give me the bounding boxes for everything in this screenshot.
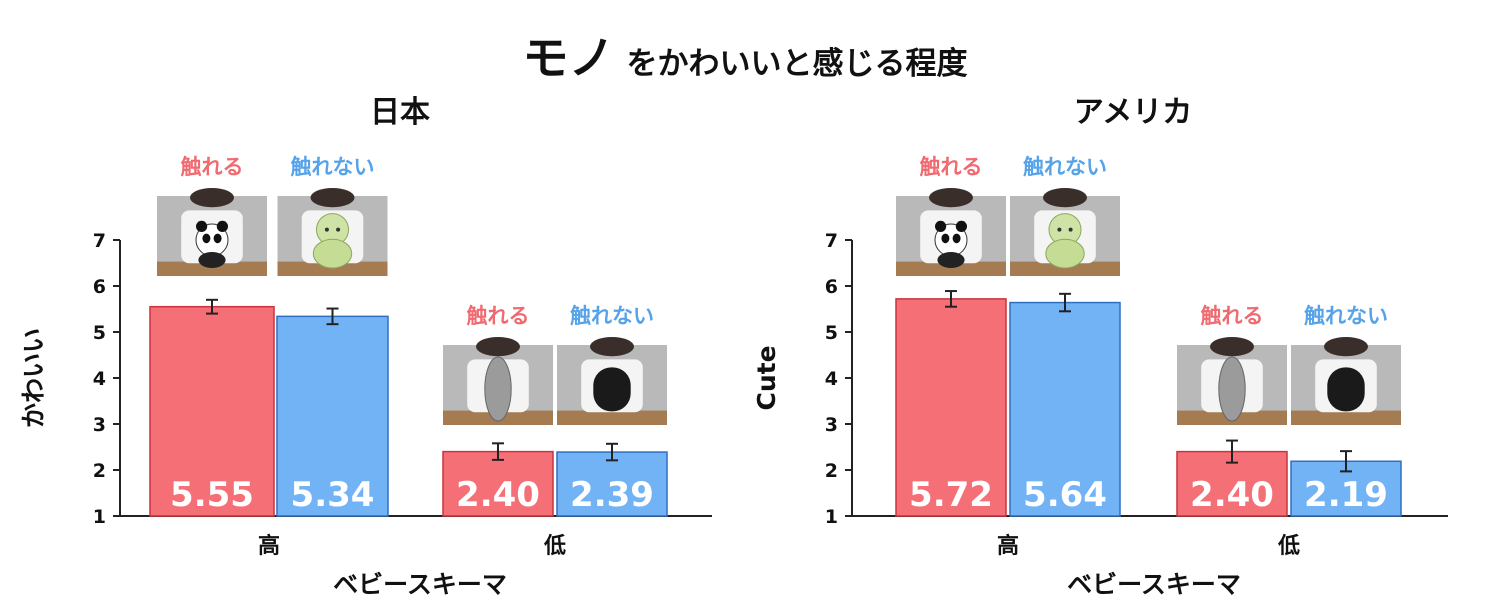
stimulus-photo-gray [443, 337, 553, 425]
y-tick-label: 2 [93, 460, 106, 482]
bar-value-label: 2.39 [570, 475, 654, 515]
y-axis-label: Cute [752, 345, 781, 410]
bar-value-label: 5.64 [1023, 475, 1107, 515]
y-tick-label: 5 [825, 322, 838, 344]
error-bar [945, 290, 957, 308]
bar-value-label: 2.40 [456, 475, 540, 515]
y-tick-label: 7 [93, 230, 106, 252]
y-tick-label: 7 [825, 230, 838, 252]
error-bar [326, 307, 339, 326]
y-tick-label: 6 [93, 276, 106, 298]
condition-label-touch: 触れる [181, 155, 244, 179]
bar-value-label: 5.72 [909, 475, 993, 515]
bar-value-label: 2.19 [1304, 475, 1388, 515]
x-axis-label: ベビースキーマ [333, 570, 507, 599]
condition-label-no-touch: 触れない [1023, 155, 1107, 179]
stimulus-photo-panda [896, 188, 1006, 276]
y-tick-label: 2 [825, 460, 838, 482]
chart-title: 日本 [370, 95, 430, 130]
figure-title: モノ をかわいいと感じる程度 [0, 22, 1490, 88]
bar-no-touch [556, 451, 668, 517]
stimulus-photo-turtle [1010, 188, 1120, 276]
y-axis-label: かわいい [19, 328, 48, 428]
bar-no-touch [1009, 301, 1121, 517]
y-tick-label: 1 [825, 506, 838, 528]
figure-title-main: モノ [522, 31, 615, 85]
condition-label-touch: 触れる [920, 155, 983, 179]
bar-touch [895, 298, 1007, 517]
error-bar [1340, 450, 1352, 473]
bar-value-label: 5.34 [291, 475, 375, 515]
y-tick-label: 1 [93, 506, 106, 528]
y-tick-label: 6 [825, 276, 838, 298]
x-category-label: 高 [258, 533, 280, 559]
stimulus-photo-black [1291, 337, 1401, 425]
y-tick-label: 4 [825, 368, 838, 390]
y-tick-label: 5 [93, 322, 106, 344]
x-category-label: 低 [1277, 534, 1300, 559]
bar-value-label: 5.55 [170, 475, 254, 515]
condition-label-no-touch: 触れない [1304, 304, 1388, 328]
chart-title: アメリカ [1074, 95, 1193, 130]
y-tick-label: 3 [825, 414, 838, 436]
stimulus-photo-turtle [277, 188, 388, 276]
x-category-label: 低 [543, 534, 566, 559]
bar-value-label: 2.40 [1190, 475, 1274, 515]
stimulus-photo-black [557, 337, 667, 425]
condition-label-touch: 触れる [1201, 304, 1264, 328]
y-tick-label: 3 [93, 414, 106, 436]
x-category-label: 高 [997, 533, 1019, 559]
stimulus-photo-panda [157, 188, 267, 276]
bar-touch [149, 305, 275, 517]
error-bar [1226, 439, 1238, 464]
condition-label-no-touch: 触れない [570, 304, 654, 328]
y-tick-label: 4 [93, 368, 106, 390]
error-bar [206, 298, 218, 315]
error-bar [1059, 292, 1071, 313]
figure-title-sub: をかわいいと感じる程度 [626, 46, 968, 82]
x-axis-label: ベビースキーマ [1067, 570, 1241, 599]
condition-label-touch: 触れる [467, 304, 530, 328]
error-bar [606, 442, 618, 462]
error-bar [492, 442, 504, 461]
stimulus-photo-gray [1177, 337, 1287, 425]
condition-label-no-touch: 触れない [291, 155, 375, 179]
